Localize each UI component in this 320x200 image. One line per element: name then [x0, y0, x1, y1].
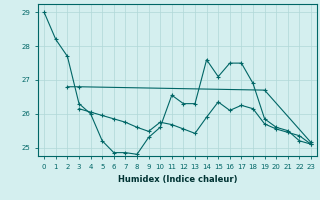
X-axis label: Humidex (Indice chaleur): Humidex (Indice chaleur)	[118, 175, 237, 184]
